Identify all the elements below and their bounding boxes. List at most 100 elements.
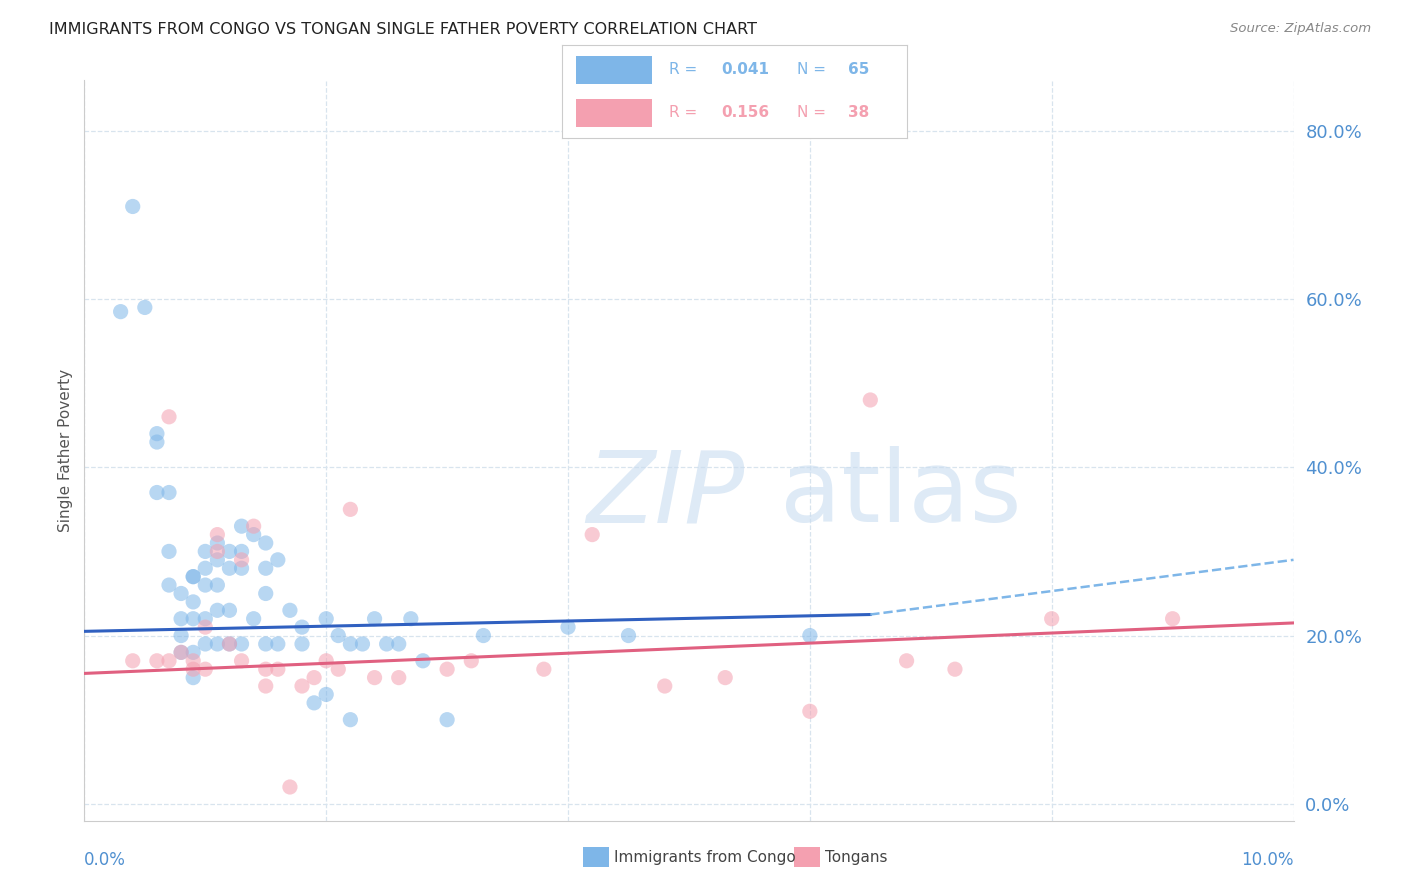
Point xyxy=(134,301,156,315)
Text: 0.0%: 0.0% xyxy=(84,851,127,869)
Point xyxy=(242,612,264,626)
Point xyxy=(254,536,277,550)
Point xyxy=(460,654,482,668)
Point xyxy=(121,654,143,668)
Point xyxy=(207,578,229,592)
Text: 65: 65 xyxy=(848,62,870,78)
Point xyxy=(146,654,169,668)
Point xyxy=(896,654,918,668)
Point xyxy=(110,304,132,318)
Point xyxy=(436,662,458,676)
Point xyxy=(388,637,411,651)
Point xyxy=(617,628,640,642)
Point xyxy=(207,544,229,558)
Point xyxy=(267,662,290,676)
Point xyxy=(242,527,264,541)
Point xyxy=(557,620,579,634)
Point xyxy=(399,612,422,626)
Point xyxy=(146,435,169,450)
Point xyxy=(388,671,411,685)
Point xyxy=(181,671,204,685)
Point xyxy=(157,544,180,558)
Point xyxy=(375,637,398,651)
Point xyxy=(254,586,277,600)
Point xyxy=(859,392,882,407)
Point xyxy=(943,662,966,676)
Point xyxy=(194,544,217,558)
Point xyxy=(1040,612,1063,626)
Text: 38: 38 xyxy=(848,105,869,120)
Point xyxy=(231,654,253,668)
Point xyxy=(157,578,180,592)
Point xyxy=(339,637,361,651)
Point xyxy=(412,654,434,668)
Point xyxy=(291,679,314,693)
Point xyxy=(267,553,290,567)
Point xyxy=(170,645,193,659)
Point xyxy=(181,645,204,659)
Text: 0.041: 0.041 xyxy=(721,62,769,78)
Point xyxy=(302,696,325,710)
Point xyxy=(194,561,217,575)
Point xyxy=(218,637,240,651)
Point xyxy=(218,544,240,558)
Point xyxy=(328,662,350,676)
Point xyxy=(170,586,193,600)
Point xyxy=(254,637,277,651)
Point xyxy=(194,662,217,676)
Text: N =: N = xyxy=(797,105,831,120)
Point xyxy=(231,519,253,533)
Point xyxy=(436,713,458,727)
Point xyxy=(581,527,603,541)
Point xyxy=(157,409,180,424)
Point xyxy=(254,679,277,693)
Point xyxy=(181,654,204,668)
Point xyxy=(146,485,169,500)
Point xyxy=(207,603,229,617)
Point xyxy=(278,780,301,794)
Point xyxy=(207,536,229,550)
Point xyxy=(339,713,361,727)
Point xyxy=(315,612,337,626)
Point xyxy=(218,637,240,651)
Point xyxy=(254,561,277,575)
FancyBboxPatch shape xyxy=(576,56,652,84)
Text: IMMIGRANTS FROM CONGO VS TONGAN SINGLE FATHER POVERTY CORRELATION CHART: IMMIGRANTS FROM CONGO VS TONGAN SINGLE F… xyxy=(49,22,758,37)
Point xyxy=(799,628,821,642)
Point xyxy=(363,671,385,685)
Point xyxy=(181,569,204,583)
Text: Immigrants from Congo: Immigrants from Congo xyxy=(614,850,796,864)
Text: R =: R = xyxy=(669,105,703,120)
Point xyxy=(146,426,169,441)
Point xyxy=(207,553,229,567)
Point xyxy=(231,544,253,558)
Point xyxy=(472,628,495,642)
Point xyxy=(194,612,217,626)
Point xyxy=(231,637,253,651)
Point xyxy=(1161,612,1184,626)
Text: ZIP: ZIP xyxy=(586,446,744,543)
Point xyxy=(654,679,676,693)
Point xyxy=(291,620,314,634)
Point xyxy=(315,688,337,702)
Point xyxy=(363,612,385,626)
Point xyxy=(157,485,180,500)
Point xyxy=(121,199,143,213)
Text: N =: N = xyxy=(797,62,831,78)
Point xyxy=(207,527,229,541)
Point xyxy=(181,612,204,626)
Point xyxy=(170,645,193,659)
Point xyxy=(352,637,374,651)
Text: R =: R = xyxy=(669,62,703,78)
Point xyxy=(170,628,193,642)
Point xyxy=(181,569,204,583)
Point xyxy=(194,620,217,634)
Text: 10.0%: 10.0% xyxy=(1241,851,1294,869)
Point xyxy=(218,561,240,575)
Point xyxy=(181,662,204,676)
Text: atlas: atlas xyxy=(780,446,1021,543)
Point xyxy=(267,637,290,651)
Point xyxy=(714,671,737,685)
FancyBboxPatch shape xyxy=(576,99,652,127)
Point xyxy=(231,561,253,575)
